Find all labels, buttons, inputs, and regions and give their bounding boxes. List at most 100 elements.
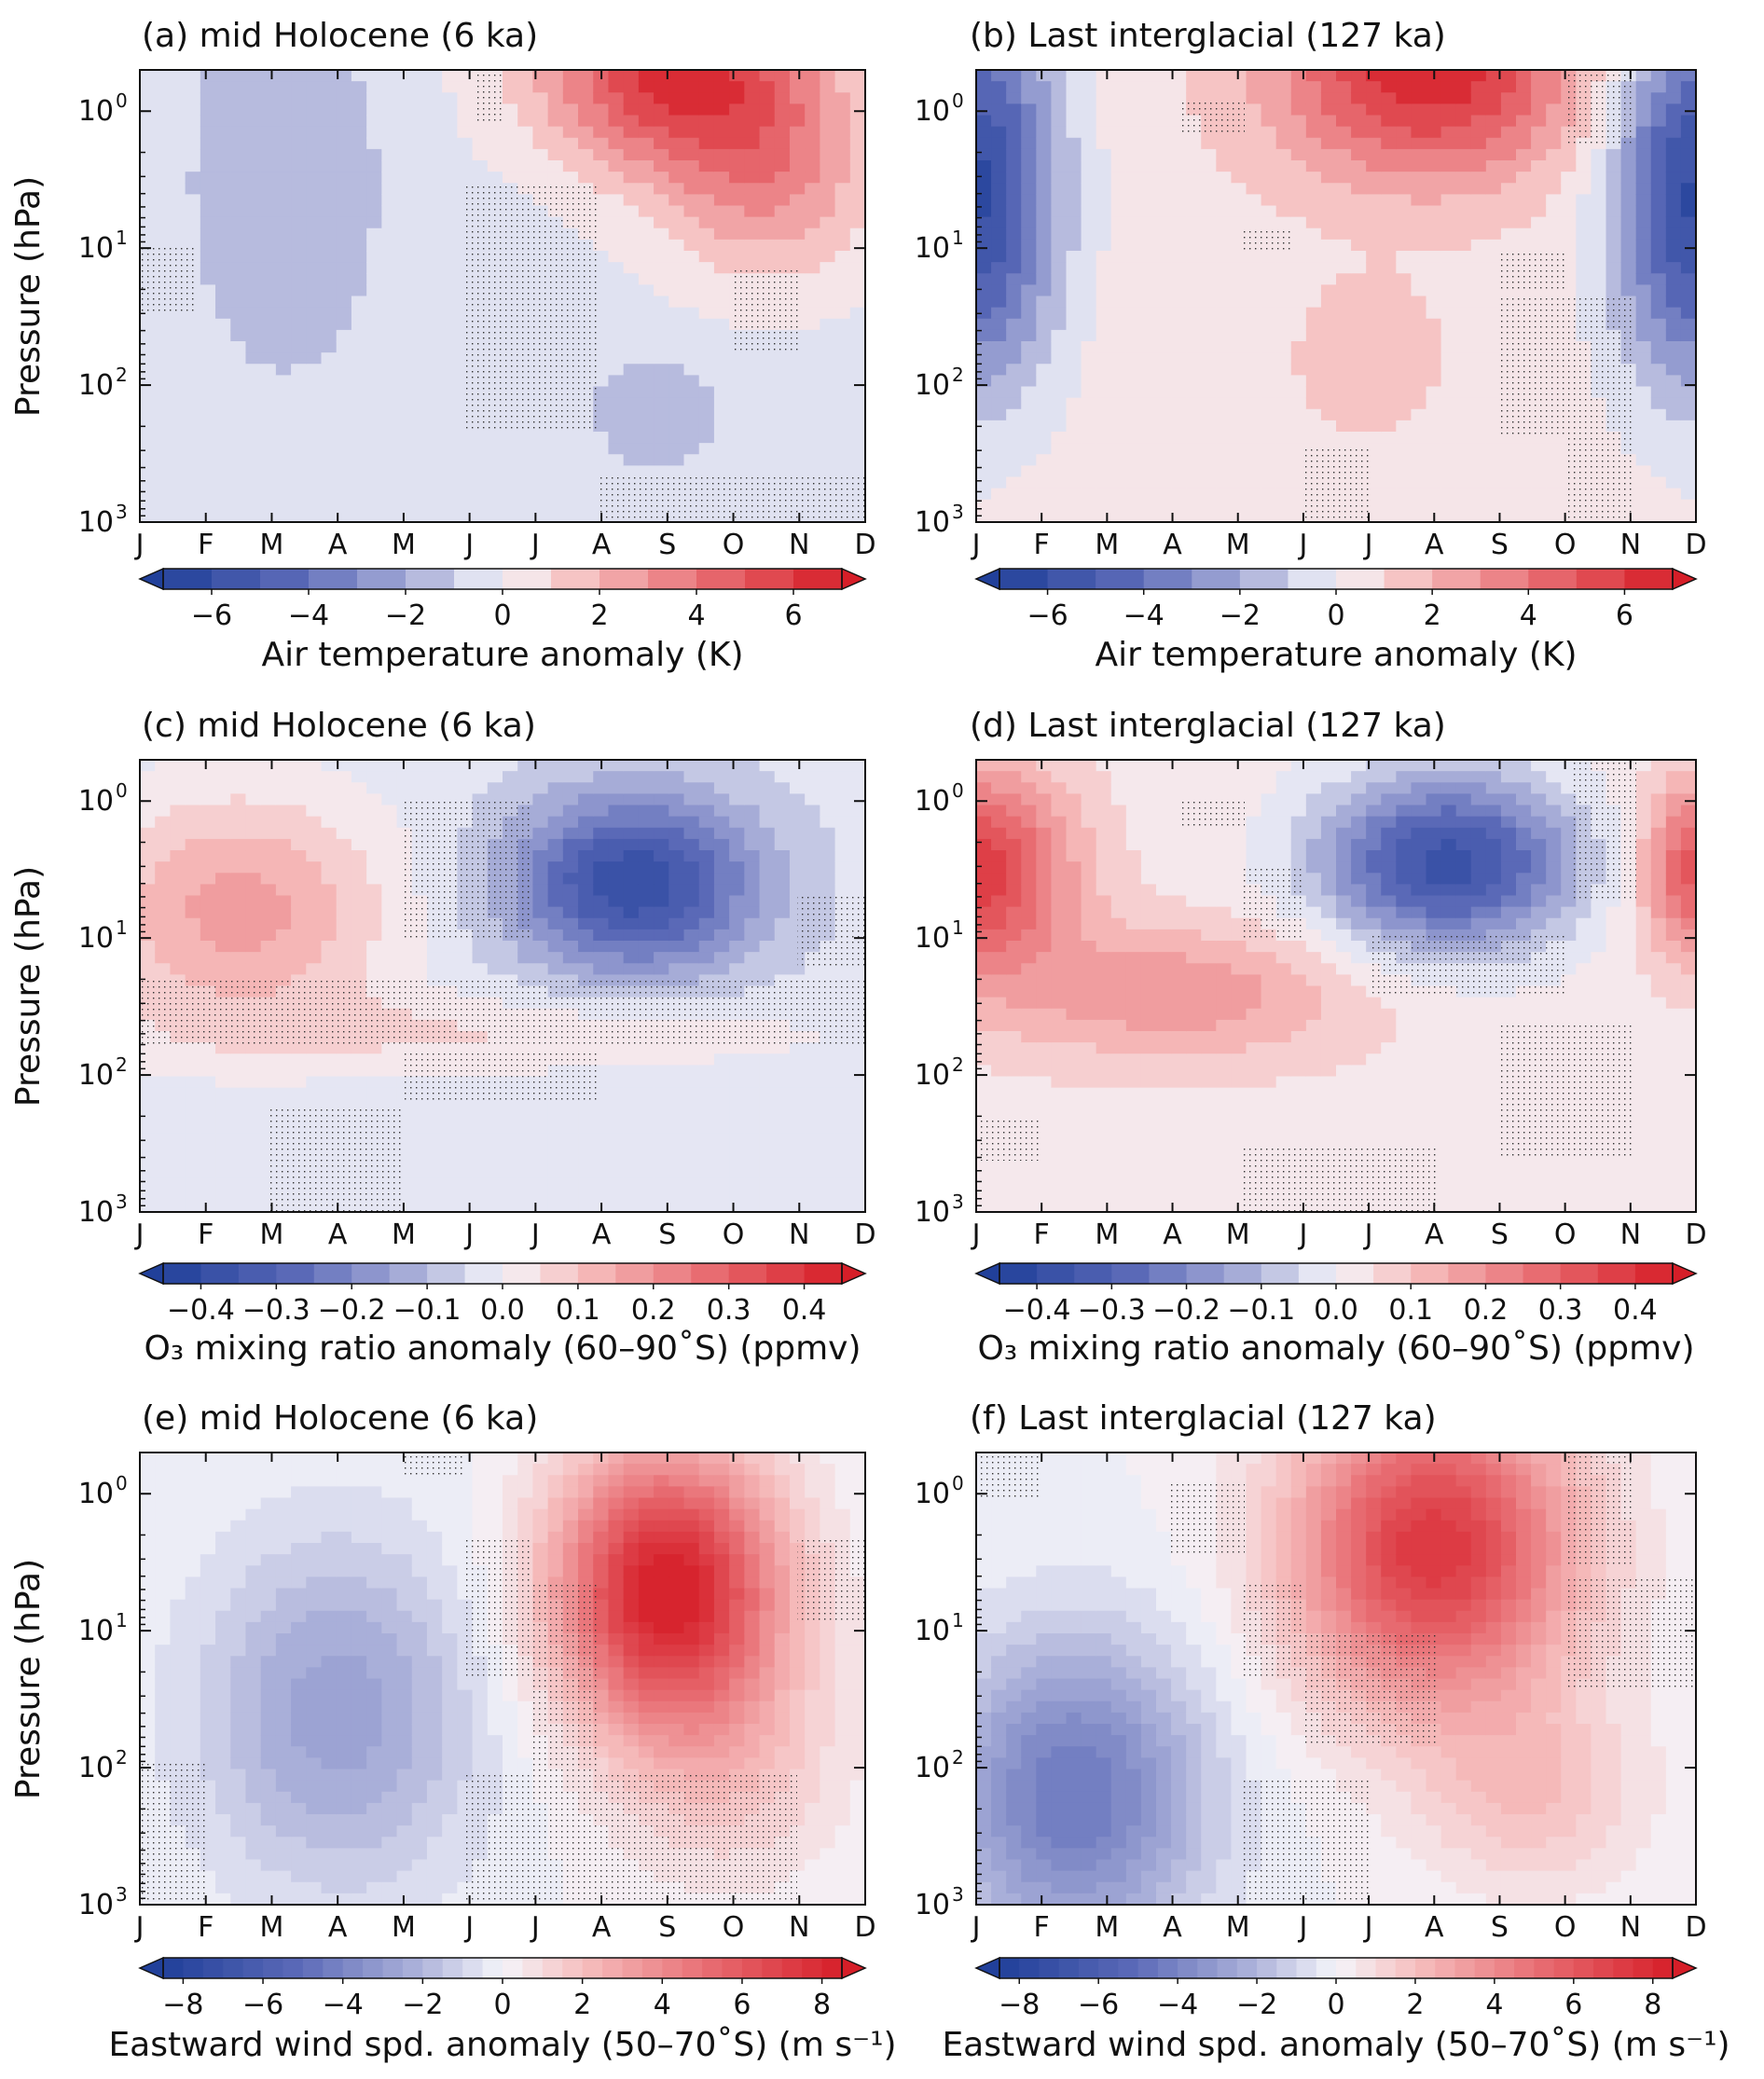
heatmap-cell	[1021, 408, 1037, 421]
heatmap-cell	[1051, 183, 1068, 195]
heatmap-cell	[411, 782, 428, 794]
heatmap-cell	[991, 160, 1007, 172]
colorbar-max-arrow	[841, 567, 867, 591]
heatmap-cell	[608, 465, 625, 478]
heatmap-cell	[1561, 216, 1577, 229]
heatmap-cell	[366, 1065, 382, 1078]
heatmap-cell	[820, 329, 836, 342]
heatmap-cell	[976, 284, 992, 297]
heatmap-cell	[1036, 375, 1053, 388]
heatmap-cell	[170, 941, 186, 953]
x-tick-label: N	[789, 529, 809, 561]
heatmap-cell	[366, 284, 382, 297]
heatmap-cell	[306, 1076, 323, 1089]
heatmap-cell	[1396, 488, 1413, 501]
heatmap-cell	[457, 488, 474, 501]
heatmap-cell	[155, 1109, 172, 1122]
heatmap-cell	[230, 443, 247, 455]
heatmap-cell	[457, 771, 474, 783]
heatmap-cell	[351, 172, 367, 184]
heatmap-cell	[1396, 318, 1413, 331]
heatmap-cell	[321, 941, 338, 953]
heatmap-cell	[155, 1076, 172, 1089]
heatmap-cell	[1261, 81, 1277, 93]
heatmap-cell	[638, 284, 655, 297]
heatmap-cell	[442, 443, 458, 455]
heatmap-cell	[200, 318, 216, 331]
heatmap-cell	[1635, 251, 1652, 263]
heatmap-cell	[140, 771, 156, 783]
heatmap-cell	[1440, 194, 1457, 207]
heatmap-cell	[275, 172, 292, 184]
heatmap-cell	[1021, 103, 1037, 117]
heatmap-cell	[1426, 251, 1442, 263]
heatmap-cell	[1351, 137, 1367, 150]
heatmap-cell	[1036, 172, 1053, 184]
heatmap-cell	[1171, 172, 1187, 184]
heatmap-cell	[411, 1133, 428, 1145]
heatmap-cell	[140, 1122, 156, 1134]
heatmap-cell	[1140, 420, 1157, 433]
heatmap-cell	[1066, 81, 1082, 93]
colorbar-segment	[599, 569, 649, 589]
colorbar-segment	[745, 569, 794, 589]
heatmap-cell	[1081, 160, 1097, 172]
heatmap-cell	[291, 386, 307, 399]
heatmap-cell	[411, 443, 428, 455]
heatmap-cell	[442, 397, 458, 410]
heatmap-cell	[1336, 251, 1352, 263]
heatmap-cell	[805, 183, 820, 195]
heatmap-cell	[275, 115, 292, 128]
heatmap-cell	[275, 850, 292, 862]
heatmap-cell	[215, 838, 231, 851]
heatmap-cell	[1591, 183, 1607, 195]
heatmap-cell	[1366, 386, 1382, 399]
heatmap-cell	[306, 273, 323, 285]
heatmap-cell	[1051, 239, 1068, 252]
heatmap-cell	[1275, 488, 1292, 501]
heatmap-cell	[366, 251, 382, 263]
heatmap-cell	[1081, 443, 1097, 455]
heatmap-cell	[351, 1042, 367, 1054]
heatmap-cell	[170, 183, 186, 195]
heatmap-cell	[1171, 92, 1187, 104]
heatmap-cell	[336, 476, 352, 489]
heatmap-cell	[230, 1087, 247, 1100]
heatmap-cell	[351, 329, 367, 342]
heatmap-cell	[1366, 352, 1382, 365]
heatmap-cell	[306, 1053, 323, 1066]
heatmap-cell	[1081, 284, 1097, 297]
heatmap-cell	[1665, 352, 1682, 365]
heatmap-cell	[1591, 251, 1607, 263]
heatmap-cell	[321, 1042, 338, 1054]
heatmap-cell	[683, 364, 700, 376]
heatmap-cell	[1381, 216, 1397, 229]
heatmap-cell	[215, 816, 231, 829]
heatmap-cell	[1351, 341, 1367, 353]
heatmap-cell	[200, 432, 216, 444]
heatmap-cell	[1156, 81, 1172, 93]
heatmap-cell	[1066, 183, 1082, 195]
heatmap-cell	[260, 420, 277, 433]
heatmap-cell	[991, 81, 1007, 93]
heatmap-cell	[185, 1087, 201, 1100]
heatmap-cell	[976, 148, 992, 161]
heatmap-cell	[306, 341, 323, 353]
heatmap-cell	[1201, 183, 1217, 195]
heatmap-cell	[759, 216, 776, 229]
heatmap-cell	[472, 952, 489, 964]
heatmap-cell	[140, 1144, 156, 1156]
heatmap-cell	[366, 227, 382, 241]
heatmap-cell	[1576, 262, 1592, 274]
heatmap-cell	[1546, 194, 1562, 207]
heatmap-cell	[759, 454, 776, 466]
heatmap-cell	[275, 364, 292, 376]
heatmap-cell	[1606, 216, 1622, 229]
heatmap-cell	[306, 895, 323, 908]
heatmap-cell	[245, 397, 262, 410]
heatmap-cell	[1485, 216, 1502, 229]
heatmap-cell	[200, 850, 216, 862]
heatmap-cell	[729, 352, 745, 365]
heatmap-cell	[381, 420, 398, 433]
colorbar-tick-label: 2	[590, 599, 608, 632]
